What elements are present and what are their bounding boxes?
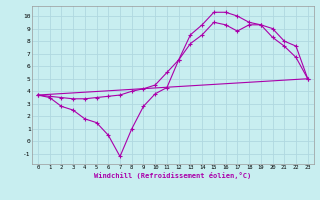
- X-axis label: Windchill (Refroidissement éolien,°C): Windchill (Refroidissement éolien,°C): [94, 172, 252, 179]
